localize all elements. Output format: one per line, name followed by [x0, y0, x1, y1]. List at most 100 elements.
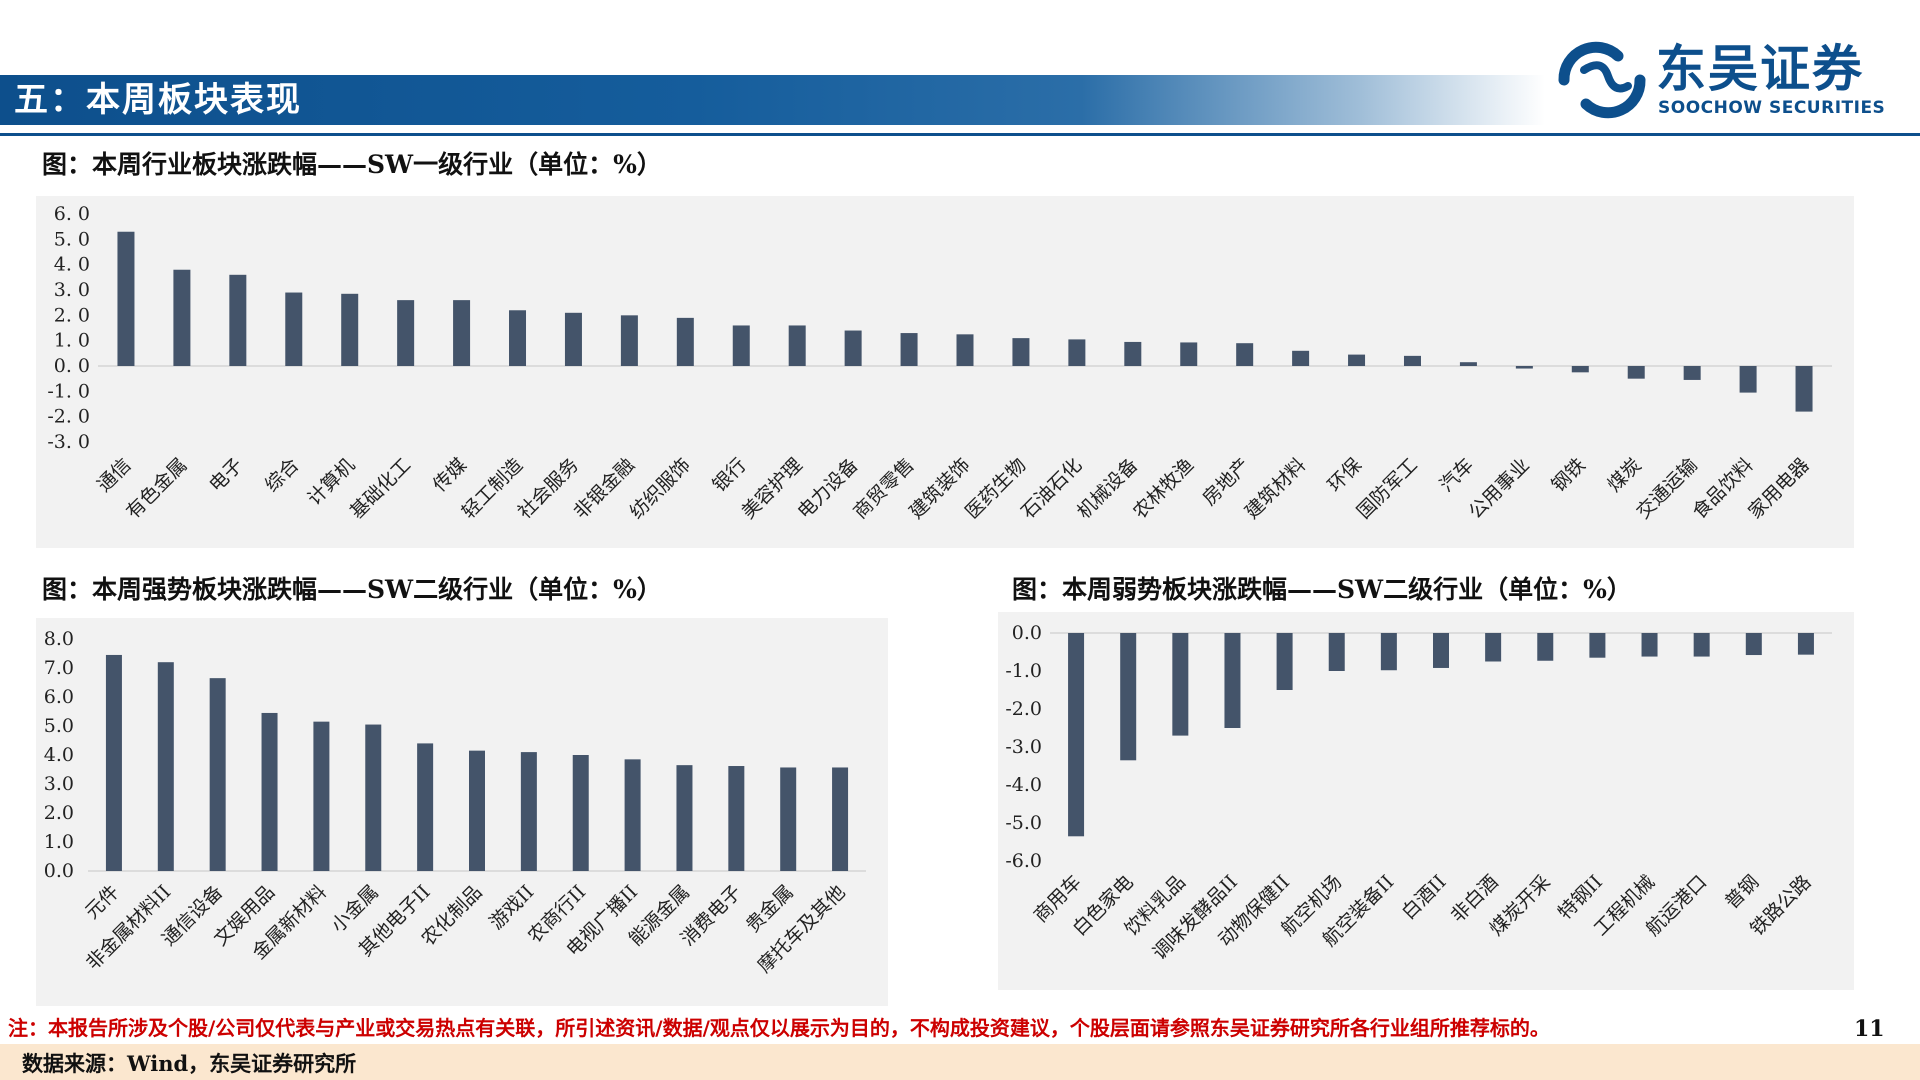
category-label: 基础化工 — [346, 454, 415, 523]
category-label: 交通运输 — [1632, 454, 1701, 523]
y-tick-label: 0.0 — [44, 860, 74, 882]
bar — [1537, 633, 1554, 661]
category-label: 建筑装饰 — [905, 454, 974, 523]
bar — [1120, 633, 1137, 761]
bar — [1571, 366, 1589, 373]
category-label: 普钢 — [1721, 871, 1763, 913]
category-label: 食品饮料 — [1688, 454, 1757, 523]
category-label: 电子 — [205, 454, 247, 496]
bar — [676, 317, 694, 366]
bar — [1276, 633, 1293, 690]
y-tick-label: 3. 0 — [54, 279, 90, 301]
category-label: 白酒II — [1397, 871, 1450, 924]
chart-panel-sw1: 6. 0 5. 0 4. 0 3. 0 2. 0 1. 0 0. 0 -1. 0 -2. 0 -3… — [36, 196, 1854, 548]
header-band — [0, 75, 1545, 125]
y-tick-label: 1. 0 — [54, 330, 90, 352]
category-label: 美容护理 — [737, 454, 806, 523]
bar — [1328, 633, 1345, 671]
category-label: 传媒 — [429, 454, 471, 496]
bar — [313, 721, 330, 871]
bar — [469, 750, 485, 871]
bar — [365, 724, 382, 871]
bar — [157, 662, 174, 871]
bar — [676, 765, 693, 871]
data-source: 数据来源：Wind，东吴证券研究所 — [22, 1051, 357, 1076]
y-tick-label: -3.0 — [1005, 736, 1042, 758]
chart-panel-weak: 0.0 -1.0 -2.0 -3.0 -4.0 -5.0 -6.0 商用车 白色家电 饮料乳品 调味… — [998, 612, 1854, 990]
bar — [788, 325, 806, 366]
bar — [1403, 355, 1421, 366]
bar — [832, 767, 849, 871]
category-label: 家用电器 — [1744, 454, 1813, 523]
bar — [780, 767, 797, 871]
y-tick-label: 2.0 — [44, 802, 74, 824]
bar — [341, 293, 359, 366]
page-number: 11 — [1854, 1016, 1885, 1042]
bar — [1172, 633, 1189, 736]
bar — [1224, 633, 1241, 728]
category-label: 公用事业 — [1465, 454, 1534, 523]
bar — [229, 274, 247, 366]
category-label: 非银金融 — [570, 454, 639, 523]
bar — [117, 231, 135, 366]
bar — [1459, 362, 1477, 366]
bar — [1797, 633, 1814, 655]
bar — [397, 300, 415, 366]
category-label: 综合 — [261, 454, 303, 496]
category-label: 建筑材料 — [1241, 454, 1310, 523]
category-label: 机械设备 — [1073, 454, 1142, 523]
bar — [728, 766, 745, 871]
category-label: 医药生物 — [961, 454, 1030, 523]
bar — [1180, 342, 1198, 366]
chart-sw1-industries: 6. 0 5. 0 4. 0 3. 0 2. 0 1. 0 0. 0 -1. 0 -2. 0 -3… — [47, 203, 1832, 523]
figure-title-strong: 图：本周强势板块涨跌幅——SW二级行业（单位：%） — [42, 575, 662, 604]
bar — [1068, 633, 1085, 837]
y-tick-label: -1.0 — [1005, 660, 1042, 682]
bar — [1693, 633, 1710, 657]
category-label: 煤炭 — [1603, 454, 1645, 496]
y-tick-label: 4.0 — [44, 744, 74, 766]
disclaimer-note: 注：本报告所涉及个股/公司仅代表与产业或交易热点有关联，所引述资讯/数据/观点仅… — [8, 1016, 1550, 1040]
y-tick-label: 5. 0 — [54, 228, 90, 250]
y-tick-label: -5.0 — [1005, 812, 1042, 834]
category-label: 银行 — [708, 454, 750, 496]
bar — [1641, 633, 1658, 657]
category-label: 电力设备 — [793, 454, 862, 523]
bar — [1795, 366, 1813, 412]
bar — [900, 333, 918, 366]
bar — [620, 315, 638, 366]
bar — [1292, 350, 1310, 366]
brand-logo: 东吴证券 SOOCHOW SECURITIES — [1556, 40, 1896, 120]
category-label: 石油石化 — [1017, 454, 1086, 523]
y-tick-label: 6.0 — [44, 686, 74, 708]
header-divider — [0, 133, 1920, 136]
logo-name-en: SOOCHOW SECURITIES — [1658, 98, 1886, 118]
bar — [1348, 354, 1366, 366]
bar — [1627, 366, 1645, 379]
bar — [1068, 339, 1086, 366]
y-tick-label: 0.0 — [1012, 622, 1042, 644]
bar — [1739, 366, 1757, 393]
y-tick-label: 6. 0 — [54, 203, 90, 225]
bar — [173, 269, 191, 366]
category-label: 纺织服饰 — [626, 454, 695, 523]
bar — [520, 752, 537, 871]
bar — [1515, 366, 1533, 369]
y-tick-label: -4.0 — [1005, 774, 1042, 796]
y-tick-label: 5.0 — [44, 715, 74, 737]
category-label: 元件 — [81, 881, 123, 923]
section-title: 五：本周板块表现 — [14, 80, 302, 120]
bar — [209, 678, 226, 871]
category-label: 社会服务 — [514, 454, 583, 523]
bar — [105, 654, 122, 871]
chart-weak-sectors: 0.0-1.0-2.0-3.0-4.0-5.0-6.0商用车白色家电饮料乳品调味… — [1005, 622, 1832, 964]
category-label: 钢铁 — [1547, 454, 1589, 496]
category-label: 轻工制造 — [458, 454, 527, 523]
bar — [956, 334, 974, 366]
bar — [1124, 341, 1142, 366]
y-tick-label: 7.0 — [44, 657, 74, 679]
bar — [1683, 366, 1701, 380]
source-bar — [0, 1044, 1920, 1080]
y-tick-label: -2. 0 — [47, 406, 90, 428]
category-label: 汽车 — [1436, 454, 1478, 496]
